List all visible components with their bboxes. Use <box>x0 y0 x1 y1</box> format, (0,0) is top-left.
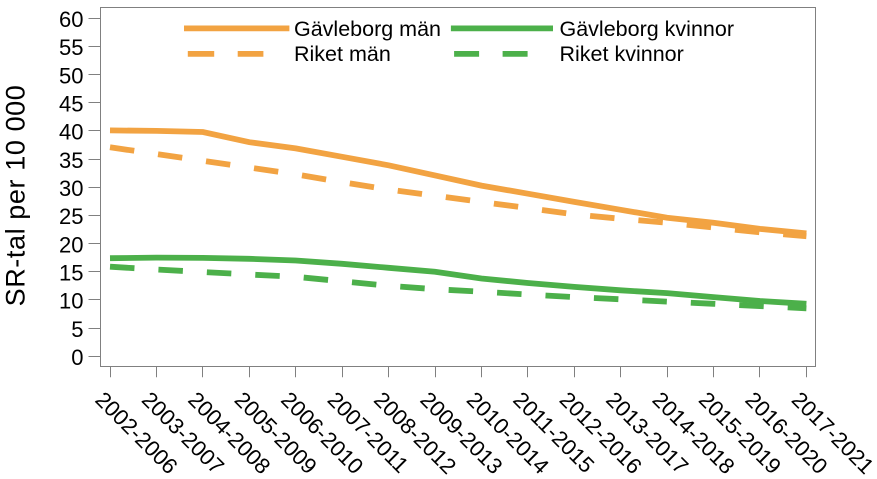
svg-text:Gävleborg kvinnor: Gävleborg kvinnor <box>560 17 734 41</box>
svg-text:0: 0 <box>71 345 83 370</box>
svg-text:25: 25 <box>59 204 83 229</box>
svg-text:50: 50 <box>59 63 83 88</box>
svg-text:60: 60 <box>59 7 83 32</box>
svg-text:15: 15 <box>59 261 83 286</box>
svg-text:5: 5 <box>71 317 83 342</box>
svg-text:10: 10 <box>59 289 83 314</box>
svg-text:30: 30 <box>59 176 83 201</box>
svg-text:20: 20 <box>59 232 83 257</box>
svg-text:45: 45 <box>59 92 83 117</box>
svg-text:Riket män: Riket män <box>294 42 391 66</box>
svg-text:55: 55 <box>59 35 83 60</box>
svg-text:Riket kvinnor: Riket kvinnor <box>560 42 684 66</box>
svg-text:SR-tal per 10 000: SR-tal per 10 000 <box>1 85 31 307</box>
svg-text:35: 35 <box>59 148 83 173</box>
svg-text:Gävleborg män: Gävleborg män <box>294 17 441 41</box>
svg-text:40: 40 <box>59 120 83 145</box>
